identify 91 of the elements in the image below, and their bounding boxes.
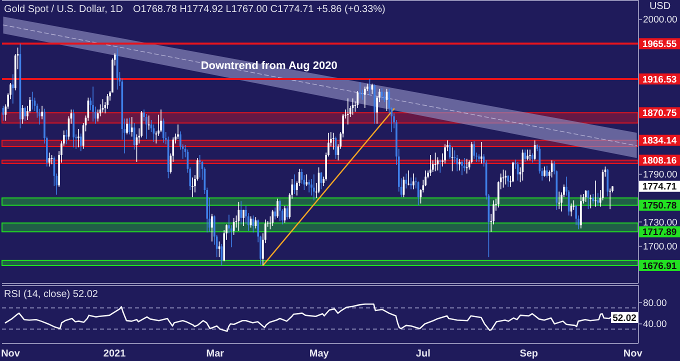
chart-subtitle: O1768.78 H1774.92 L1767.00 C1774.71 +5.86 (+0.33%) xyxy=(132,4,386,15)
candlestick xyxy=(242,209,244,226)
candlestick xyxy=(128,117,130,135)
candlestick xyxy=(544,166,546,178)
candlestick xyxy=(531,153,534,164)
candlestick xyxy=(410,177,412,190)
candlestick xyxy=(211,214,213,242)
candlestick xyxy=(526,149,528,161)
annotation: 52.02 xyxy=(612,312,636,324)
candlestick xyxy=(592,194,594,204)
candlestick xyxy=(106,94,109,110)
annotation: Downtrend from Aug 2020 xyxy=(200,60,338,72)
candlestick xyxy=(529,149,531,161)
x-tick-label: Jul xyxy=(416,348,431,360)
ref-line-label: 1916.53 xyxy=(642,74,677,86)
candlestick xyxy=(332,132,334,150)
x-tick-label: Nov xyxy=(1,348,20,360)
candlestick xyxy=(130,116,133,138)
candlestick xyxy=(356,90,359,108)
y-tick-label: 1790.00 xyxy=(643,170,678,181)
candlestick xyxy=(516,162,519,181)
candlestick xyxy=(22,104,24,124)
candlestick xyxy=(408,170,410,186)
candlestick xyxy=(274,207,276,220)
band-label: 1717.89 xyxy=(642,227,677,238)
candlestick xyxy=(558,191,560,210)
candlestick xyxy=(606,168,609,197)
y-axis-title: USD xyxy=(649,1,671,12)
text: 1774.71 xyxy=(642,182,678,193)
candlestick xyxy=(78,128,80,148)
candlestick xyxy=(50,154,53,165)
candlestick xyxy=(313,174,315,201)
candlestick xyxy=(473,140,476,160)
candlestick xyxy=(192,177,194,198)
candlestick xyxy=(444,144,446,164)
y-tick-label: 40.00 xyxy=(643,319,667,330)
y-tick-label: 2000.00 xyxy=(643,14,678,26)
candlestick xyxy=(80,133,82,152)
candlestick xyxy=(177,124,179,140)
band-label: 1808.16 xyxy=(642,156,677,167)
x-tick-label: Nov xyxy=(623,348,643,360)
ref-line-label: 1965.55 xyxy=(642,39,678,50)
band-label: 1870.75 xyxy=(642,108,678,120)
x-tick-label: May xyxy=(309,348,330,360)
candlestick xyxy=(480,142,482,164)
candlestick xyxy=(546,165,548,178)
candlestick xyxy=(24,106,26,122)
band-label: 1750.78 xyxy=(642,200,677,212)
chart-title: RSI (14, close) 52.02 xyxy=(4,289,98,300)
candlestick xyxy=(146,114,148,140)
candlestick xyxy=(461,160,463,176)
candlestick xyxy=(430,154,432,176)
candlestick xyxy=(279,199,281,222)
candlestick xyxy=(126,118,128,135)
x-tick-label: 2021 xyxy=(103,348,126,360)
candlestick xyxy=(597,192,599,206)
candlestick xyxy=(240,200,242,225)
candlestick xyxy=(502,169,504,188)
candlestick xyxy=(434,152,436,172)
candlestick xyxy=(198,154,201,178)
candlestick xyxy=(456,154,458,172)
candlestick xyxy=(306,174,308,186)
candlestick xyxy=(294,174,296,194)
candlestick xyxy=(575,204,578,226)
candlestick xyxy=(162,118,164,144)
x-tick-label: Sep xyxy=(520,348,538,360)
candlestick xyxy=(359,82,361,99)
candlestick xyxy=(347,98,349,125)
y-tick-label: 80.00 xyxy=(643,298,667,309)
candlestick xyxy=(160,109,162,132)
candlestick xyxy=(448,142,451,160)
y-tick-label: 1730.00 xyxy=(643,217,678,228)
y-tick-label: 1700.00 xyxy=(643,242,678,253)
candlestick xyxy=(524,149,526,162)
chart-title: Gold Spot / U.S. Dollar, 1D xyxy=(4,4,123,15)
candlestick xyxy=(364,86,366,108)
candlestick xyxy=(148,115,150,130)
candlestick xyxy=(41,105,43,120)
candlestick xyxy=(276,198,278,218)
candlestick xyxy=(12,74,14,104)
candlestick xyxy=(507,174,510,188)
candlestick xyxy=(92,86,94,122)
candlestick xyxy=(458,158,460,171)
candlestick xyxy=(308,179,310,193)
band-label: 1834.14 xyxy=(642,136,678,147)
candlestick xyxy=(412,173,414,190)
band-label: 1676.91 xyxy=(642,260,678,272)
candlestick xyxy=(512,162,514,183)
candlestick xyxy=(380,88,383,100)
x-tick-label: Mar xyxy=(206,348,224,360)
candlestick xyxy=(464,158,466,172)
